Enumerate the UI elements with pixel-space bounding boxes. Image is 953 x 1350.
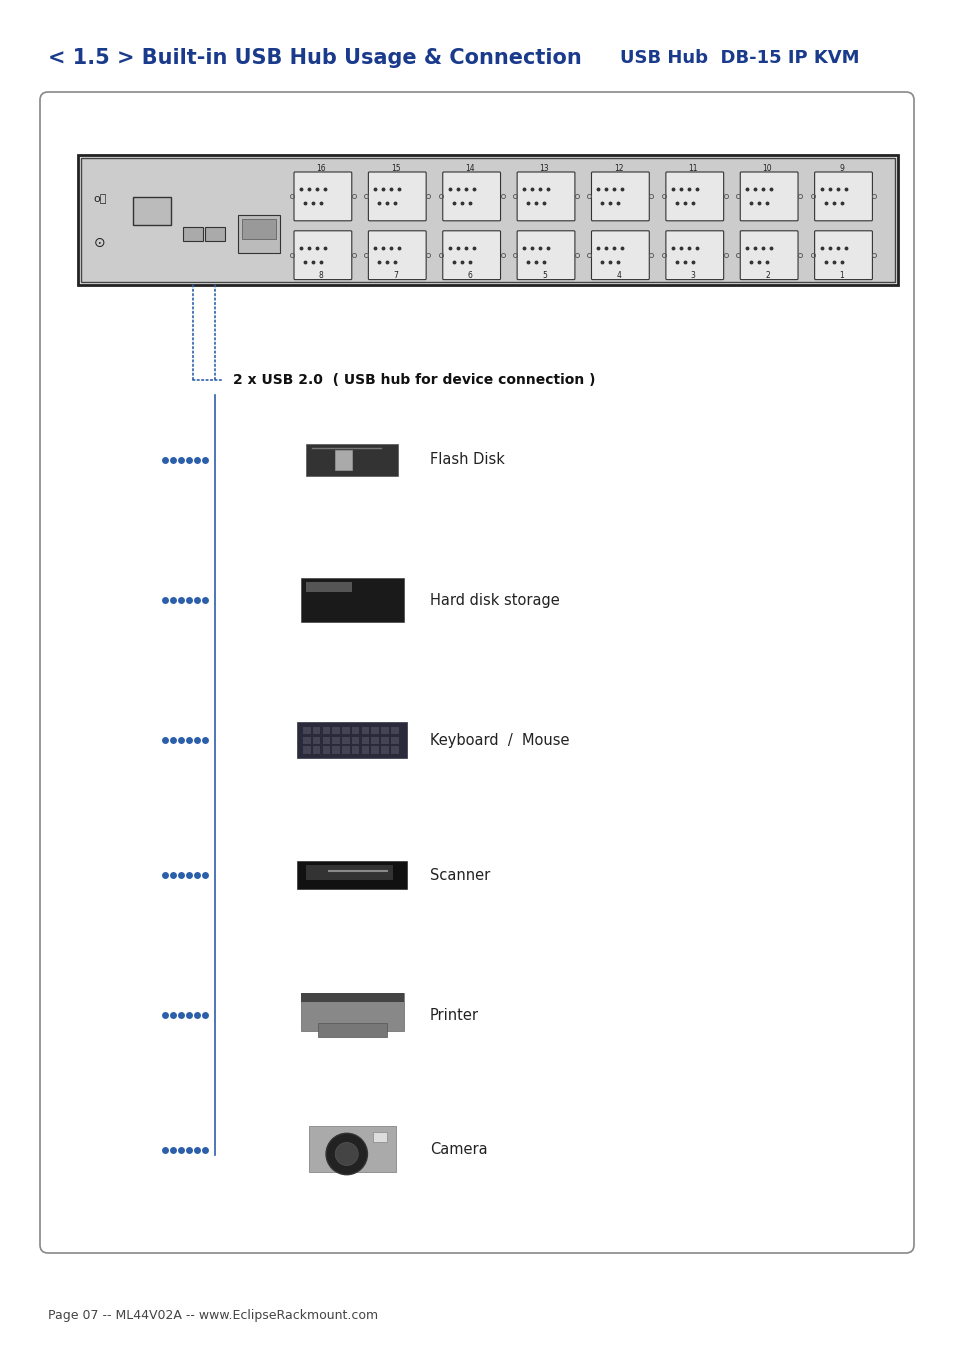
Bar xyxy=(361,747,369,753)
Bar xyxy=(183,227,203,242)
Bar xyxy=(381,737,388,744)
Text: 13: 13 xyxy=(539,163,549,173)
Bar xyxy=(313,747,320,753)
Bar xyxy=(335,451,352,470)
Bar xyxy=(306,582,352,593)
Bar xyxy=(342,747,349,753)
Bar xyxy=(306,444,398,477)
Text: 1: 1 xyxy=(839,271,843,279)
FancyBboxPatch shape xyxy=(442,231,500,279)
Bar xyxy=(352,728,359,734)
Bar xyxy=(361,737,369,744)
Text: < 1.5 > Built-in USB Hub Usage & Connection: < 1.5 > Built-in USB Hub Usage & Connect… xyxy=(48,49,581,68)
Bar xyxy=(352,737,359,744)
Text: USB Hub  DB-15 IP KVM: USB Hub DB-15 IP KVM xyxy=(619,49,859,68)
Bar xyxy=(300,992,404,1002)
Bar xyxy=(237,215,280,252)
Text: 6: 6 xyxy=(467,271,472,279)
Text: Keyboard  /  Mouse: Keyboard / Mouse xyxy=(430,733,569,748)
Circle shape xyxy=(335,1142,358,1165)
Text: Printer: Printer xyxy=(430,1007,478,1022)
Bar xyxy=(313,728,320,734)
Bar xyxy=(371,728,378,734)
Bar xyxy=(371,737,378,744)
FancyBboxPatch shape xyxy=(294,171,352,221)
Bar xyxy=(297,860,406,890)
Bar xyxy=(373,1133,387,1142)
Text: Scanner: Scanner xyxy=(430,868,490,883)
Text: 4: 4 xyxy=(616,271,620,279)
FancyBboxPatch shape xyxy=(517,171,575,221)
Bar xyxy=(381,728,388,734)
FancyBboxPatch shape xyxy=(740,171,798,221)
FancyBboxPatch shape xyxy=(368,171,426,221)
FancyBboxPatch shape xyxy=(368,231,426,279)
Text: 2 x USB 2.0  ( USB hub for device connection ): 2 x USB 2.0 ( USB hub for device connect… xyxy=(233,373,595,387)
Text: 16: 16 xyxy=(316,163,326,173)
Bar xyxy=(322,737,330,744)
Bar xyxy=(332,747,339,753)
Text: 5: 5 xyxy=(541,271,546,279)
Text: o⏚: o⏚ xyxy=(93,194,107,204)
Bar xyxy=(303,747,310,753)
Text: Camera: Camera xyxy=(430,1142,487,1157)
Bar xyxy=(361,728,369,734)
Text: 11: 11 xyxy=(688,163,698,173)
FancyBboxPatch shape xyxy=(40,92,913,1253)
Bar xyxy=(78,155,897,285)
Bar xyxy=(297,722,406,757)
FancyBboxPatch shape xyxy=(740,231,798,279)
Bar xyxy=(342,737,349,744)
Bar xyxy=(303,728,310,734)
Bar xyxy=(303,737,310,744)
Text: 10: 10 xyxy=(761,163,772,173)
Bar xyxy=(342,728,349,734)
Circle shape xyxy=(326,1133,367,1174)
Bar xyxy=(391,728,398,734)
FancyBboxPatch shape xyxy=(591,171,649,221)
FancyBboxPatch shape xyxy=(665,231,723,279)
Bar xyxy=(352,747,359,753)
Text: 14: 14 xyxy=(465,163,475,173)
Text: 12: 12 xyxy=(614,163,623,173)
Bar xyxy=(132,197,171,225)
Text: 15: 15 xyxy=(391,163,400,173)
Text: Hard disk storage: Hard disk storage xyxy=(430,593,559,608)
Bar xyxy=(322,728,330,734)
Bar xyxy=(205,227,225,242)
Bar xyxy=(391,747,398,753)
FancyBboxPatch shape xyxy=(814,171,871,221)
Bar xyxy=(371,747,378,753)
Text: 8: 8 xyxy=(318,271,323,279)
Text: Page 07 -- ML44V02A -- www.EclipseRackmount.com: Page 07 -- ML44V02A -- www.EclipseRackmo… xyxy=(48,1308,377,1322)
Bar xyxy=(381,747,388,753)
Bar xyxy=(306,865,393,880)
FancyBboxPatch shape xyxy=(591,231,649,279)
Text: 2: 2 xyxy=(764,271,769,279)
Bar xyxy=(322,747,330,753)
FancyBboxPatch shape xyxy=(814,231,871,279)
Text: Flash Disk: Flash Disk xyxy=(430,452,504,467)
Bar xyxy=(391,737,398,744)
Bar xyxy=(332,737,339,744)
FancyBboxPatch shape xyxy=(294,231,352,279)
Text: 7: 7 xyxy=(393,271,397,279)
Bar xyxy=(300,578,404,621)
Bar xyxy=(313,737,320,744)
Bar xyxy=(81,158,894,282)
Text: 3: 3 xyxy=(690,271,695,279)
Bar xyxy=(309,1126,395,1172)
FancyBboxPatch shape xyxy=(442,171,500,221)
Bar xyxy=(300,992,404,1031)
Bar xyxy=(317,1023,387,1037)
Bar xyxy=(332,728,339,734)
Text: ⊙: ⊙ xyxy=(94,236,106,250)
FancyBboxPatch shape xyxy=(517,231,575,279)
Bar xyxy=(242,219,275,239)
FancyBboxPatch shape xyxy=(665,171,723,221)
Text: 9: 9 xyxy=(839,163,843,173)
